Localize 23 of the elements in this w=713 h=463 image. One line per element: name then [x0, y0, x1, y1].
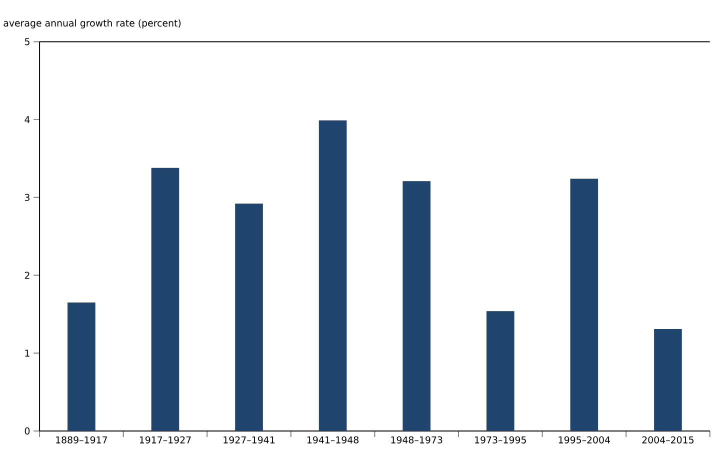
x-tick-label: 2004–2015	[642, 436, 694, 444]
x-tick-label: 1948–1973	[391, 436, 442, 444]
x-tick-label: 1973–1995	[475, 436, 526, 444]
y-tick-label: 3	[24, 194, 30, 202]
y-tick-label: 4	[24, 116, 30, 124]
x-tick-label: 1927–1941	[224, 436, 274, 444]
bar	[654, 329, 682, 432]
y-tick-label: 1	[25, 350, 30, 357]
bar	[318, 120, 347, 432]
bar	[570, 178, 598, 432]
bar	[486, 311, 514, 432]
bar	[68, 302, 96, 432]
x-tick-label: 1889–1917	[56, 436, 107, 444]
y-tick-label: 0	[24, 428, 30, 435]
bar	[235, 204, 263, 432]
y-tick-label: 5	[24, 38, 30, 46]
bar	[402, 181, 430, 432]
y-axis-title: average annual growth rate (percent)	[4, 19, 181, 29]
x-tick-label: 1941–1948	[307, 436, 359, 444]
x-tick-label: 1917–1927	[140, 436, 191, 444]
x-tick-label: 1995–2004	[558, 436, 610, 444]
bar	[151, 168, 180, 432]
y-tick-label: 2	[24, 272, 30, 279]
